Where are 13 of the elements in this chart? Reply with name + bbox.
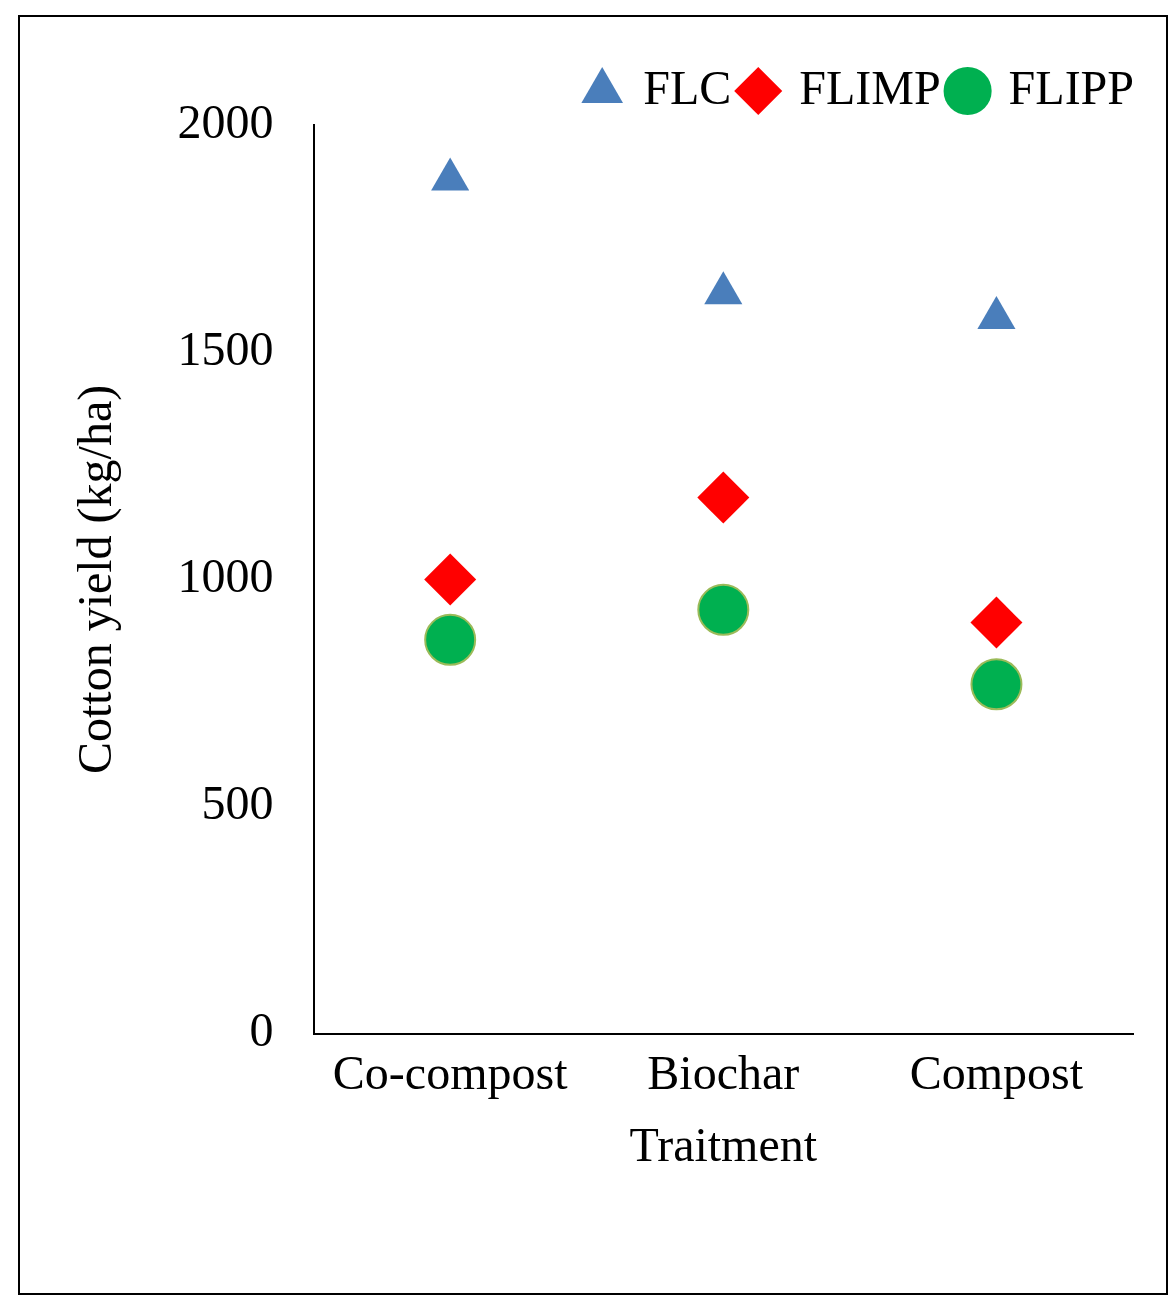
x-tick-label: Compost bbox=[909, 1046, 1084, 1100]
legend-label: FLC bbox=[643, 60, 732, 114]
y-tick-label: 2000 bbox=[177, 94, 274, 148]
x-tick-label: Co-compost bbox=[332, 1046, 569, 1100]
y-axis-title: Cotton yield (kg/ha) bbox=[68, 384, 123, 775]
x-tick-label: Biochar bbox=[647, 1046, 800, 1100]
legend-label: FLIMP bbox=[799, 60, 941, 114]
y-tick-label: 500 bbox=[201, 776, 274, 830]
y-tick-label: 0 bbox=[249, 1003, 274, 1057]
y-tick-label: 1500 bbox=[177, 321, 274, 375]
x-axis-title: Traitment bbox=[629, 1117, 818, 1171]
y-tick-label: 1000 bbox=[177, 549, 274, 603]
legend-label: FLIPP bbox=[1008, 60, 1134, 114]
